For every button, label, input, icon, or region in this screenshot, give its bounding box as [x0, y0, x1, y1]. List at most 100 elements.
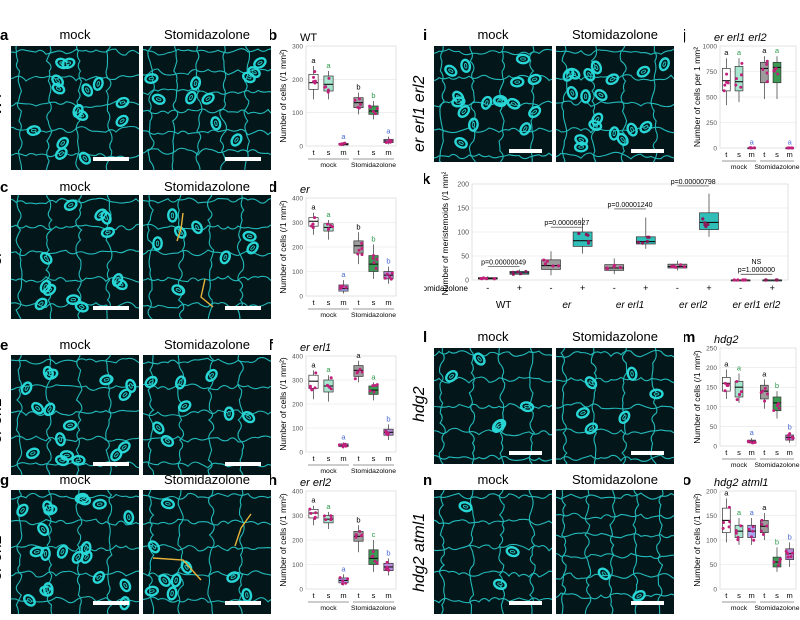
box-s-mock: as	[734, 48, 744, 159]
p-value-label: p=0.00000049	[481, 260, 526, 267]
data-point	[739, 390, 743, 394]
group-label: Stomidazolone	[755, 462, 800, 469]
y-tick-label: 100	[292, 562, 303, 569]
treatment-sign: -	[486, 283, 489, 293]
group-label: mock	[320, 162, 337, 169]
micrograph-i-stomidazolone-image	[556, 46, 674, 162]
treatment-sign: -	[739, 283, 742, 293]
y-axis-label: Number of cells (/1 mm²)	[278, 357, 288, 451]
x-tick-label: m	[787, 591, 793, 600]
row-label-a: WT	[0, 91, 5, 116]
data-point	[726, 384, 730, 388]
y-tick-label: 150	[706, 385, 717, 392]
data-point	[728, 520, 732, 524]
data-point	[760, 518, 764, 522]
y-tick-label: 200	[292, 77, 303, 84]
box-t-Stomidazolone: at	[759, 503, 769, 600]
p-value-label: NS	[752, 259, 762, 266]
data-point	[765, 524, 769, 528]
data-point	[734, 531, 738, 535]
data-point	[734, 529, 738, 533]
box-t-mock: at	[308, 203, 319, 307]
treatment-sign: -	[676, 283, 679, 293]
data-point	[309, 511, 313, 515]
data-point	[736, 538, 740, 542]
data-point	[385, 272, 389, 276]
data-point	[341, 443, 345, 447]
box-t-Stomidazolone: at	[759, 369, 769, 457]
significance-letter: a	[737, 363, 742, 372]
x-tick-label: m	[340, 298, 346, 307]
data-point	[340, 142, 344, 146]
row-label-n: hdg2 atml1	[411, 512, 428, 592]
y-tick-label: 750	[706, 69, 717, 76]
significance-letter: b	[356, 222, 360, 231]
data-point	[789, 555, 793, 559]
data-point	[329, 387, 333, 391]
box-k-3: +	[572, 217, 593, 293]
data-point	[516, 270, 520, 274]
significance-letter: b	[371, 91, 375, 100]
x-tick-label: m	[385, 454, 391, 463]
data-point	[772, 409, 776, 413]
data-point	[324, 85, 328, 89]
box-t-mock: at	[721, 488, 732, 600]
significance-letter: a	[724, 360, 729, 369]
data-point	[313, 516, 317, 520]
data-point	[388, 275, 392, 279]
box-m-Stomidazolone: am	[383, 127, 394, 157]
data-point	[371, 554, 375, 558]
y-tick-label: 250	[706, 120, 717, 127]
x-tick-label: t	[312, 591, 315, 600]
box-s-mock: as	[734, 363, 744, 457]
data-point	[612, 265, 616, 269]
x-tick-label: m	[749, 150, 755, 159]
data-point	[373, 112, 377, 116]
x-tick-label: t	[763, 591, 766, 600]
significance-letter: b	[775, 381, 779, 390]
data-point	[647, 235, 651, 239]
data-point	[390, 271, 394, 275]
chart-title: er erl2	[300, 477, 331, 489]
panel-letter-d: d	[270, 180, 277, 196]
data-point	[338, 286, 342, 290]
micrograph-g-mock-image	[11, 490, 139, 614]
data-point	[672, 264, 676, 268]
data-point	[329, 376, 333, 380]
data-point	[765, 59, 769, 63]
x-tick-label: s	[327, 454, 331, 463]
box-t-Stomidazolone: at	[760, 46, 769, 159]
y-tick-label: 0	[465, 278, 469, 285]
micrograph-n-stomidazolone-image	[556, 490, 674, 614]
box-m-mock: am	[338, 564, 350, 600]
significance-letter: a	[326, 365, 331, 374]
p-value-label: p=1.000000	[738, 267, 775, 274]
data-point	[743, 278, 748, 282]
treatment-sign: +	[706, 283, 711, 293]
row-label-e: er erl1	[0, 397, 5, 443]
data-point	[480, 276, 484, 281]
significance-letter: b	[386, 257, 390, 266]
data-point	[360, 253, 364, 257]
box-s-mock: as	[323, 502, 334, 600]
y-tick-label: 300	[292, 513, 303, 520]
data-point	[736, 278, 740, 282]
data-point	[353, 377, 357, 381]
group-label: mock	[320, 605, 337, 612]
micrograph-l-stomidazolone-image	[556, 348, 674, 464]
data-point	[734, 77, 738, 81]
group-label: mock	[320, 312, 337, 319]
data-point	[761, 532, 765, 536]
chart-title: hdg2 atml1	[714, 477, 768, 489]
data-point	[735, 398, 739, 402]
box-k-5: +	[635, 217, 656, 293]
data-point	[353, 98, 357, 102]
y-tick-label: 300	[292, 44, 303, 51]
box-t-mock: at	[308, 496, 319, 600]
panel-letter-h: h	[270, 473, 277, 489]
data-point	[727, 525, 731, 529]
box-m-Stomidazolone: bm	[383, 257, 394, 307]
significance-letter: a	[311, 496, 316, 505]
significance-letter: b	[356, 83, 360, 92]
column-title-mock: mock	[477, 472, 509, 487]
